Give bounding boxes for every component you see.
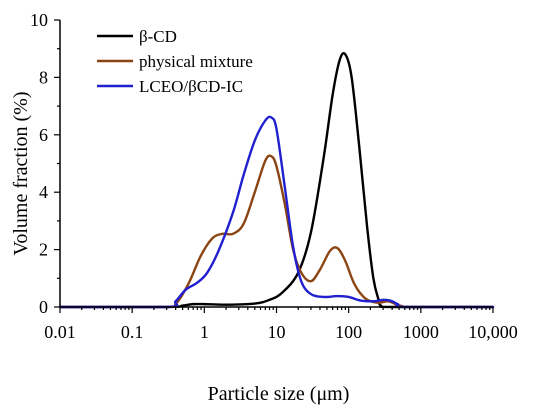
legend: β-CD physical mixture LCEO/βCD-IC	[97, 27, 253, 96]
axes-layer: 0.01 0.1 1 10 100 1000 10,000 0 2 4 6 8 10	[30, 10, 518, 342]
y-tick-label: 10	[30, 10, 48, 30]
legend-label-lceo-bcd-ic: LCEO/βCD-IC	[139, 77, 243, 96]
x-tick-label: 100	[335, 322, 362, 342]
series-line-beta-cd	[58, 51, 495, 309]
y-axis-title: Volume fraction (%)	[10, 91, 32, 255]
series-line-lceo-bcd-ic	[58, 115, 495, 309]
y-tick-label: 6	[39, 125, 48, 145]
series-line-physical-mixture	[58, 154, 495, 309]
y-tick-label: 4	[39, 182, 48, 202]
x-axis-title: Particle size (μm)	[208, 383, 350, 405]
x-tick-label: 0.01	[44, 322, 76, 342]
y-tick-label: 8	[39, 67, 48, 87]
x-tick-label: 10	[268, 322, 286, 342]
legend-label-beta-cd: β-CD	[139, 27, 177, 46]
legend-label-physical-mixture: physical mixture	[139, 52, 253, 71]
y-tick-label: 0	[39, 297, 48, 317]
x-tick-label: 1000	[403, 322, 439, 342]
series-layer	[58, 51, 495, 309]
x-tick-label: 10,000	[468, 322, 518, 342]
x-tick-label: 1	[200, 322, 209, 342]
y-tick-label: 2	[39, 240, 48, 260]
x-tick-label: 0.1	[121, 322, 144, 342]
